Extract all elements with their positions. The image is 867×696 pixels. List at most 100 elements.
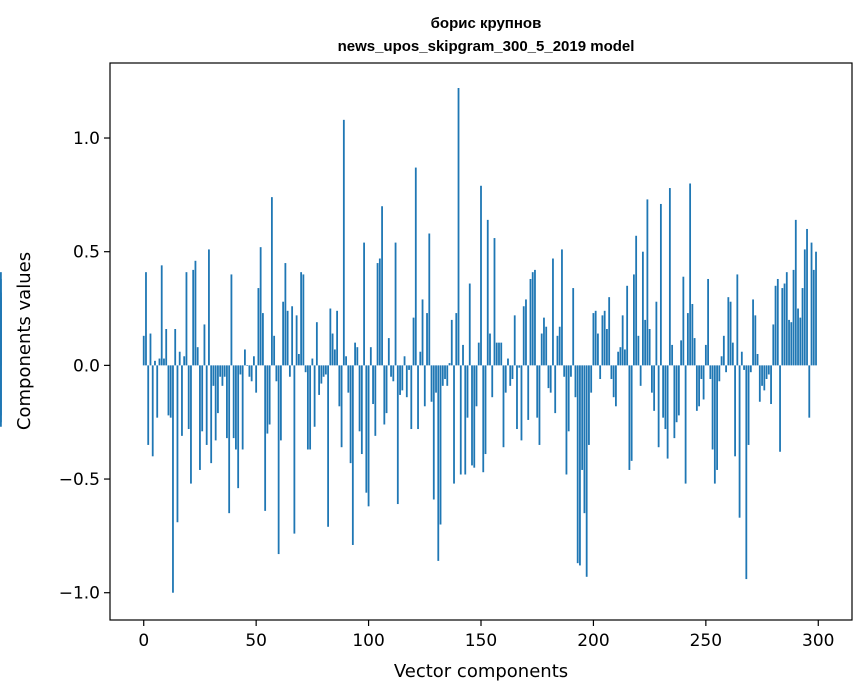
bar [237,365,240,489]
bar [318,365,321,395]
bar [291,306,294,366]
bar [253,356,255,366]
bar [181,365,183,436]
bar [520,365,523,441]
bar [612,365,615,398]
y-tick-label: 1.0 [73,129,100,149]
bar [221,365,224,386]
bar [376,263,379,366]
bar [268,365,271,425]
bar [387,338,390,366]
bar [239,365,242,375]
bar [543,317,545,366]
bar [306,365,309,450]
bar [230,274,233,366]
bar [482,365,485,473]
bar [219,365,222,377]
bar [329,308,332,366]
bar [547,365,550,389]
bar [709,365,712,380]
bar [628,365,631,470]
bar [727,297,730,366]
bar [554,365,557,414]
bar [511,365,514,380]
bar [657,365,660,448]
bar [309,365,312,450]
bar [232,365,235,439]
bar [160,265,163,366]
bar [745,365,748,580]
bar [525,299,527,366]
bar [758,365,761,402]
bar [262,313,264,366]
bar [561,249,563,366]
bar [426,313,428,366]
bar [354,342,356,366]
bar [799,317,802,366]
bar [504,365,507,393]
bar [277,365,280,555]
bar [374,365,377,436]
bar [801,288,804,366]
bar [653,365,656,411]
bar [390,365,392,377]
bar [513,315,516,366]
bar [767,365,770,375]
bar [630,365,633,461]
bar [264,365,267,511]
bar [156,365,159,418]
bar [691,303,694,366]
bar [428,233,431,366]
bar [635,235,638,366]
bar [794,219,797,366]
bar [761,365,763,386]
bar [792,269,795,366]
bar [340,365,343,448]
bar [689,183,692,366]
bar [684,365,687,484]
bar [158,358,161,366]
bar [358,365,361,432]
bar [412,317,415,366]
bar [502,365,505,448]
bar [0,292,2,366]
bar [563,365,566,377]
bar [464,365,467,475]
bar [381,206,383,366]
bar [675,365,678,423]
bar [633,274,635,366]
bar [172,365,174,593]
bar [641,251,644,366]
bar [145,272,147,366]
bar [190,365,192,484]
bar [244,349,246,366]
bar [297,354,300,366]
bar [437,365,440,561]
x-axis-ticks: 0 50 100 150 200 250 300 [138,620,834,651]
bar [644,319,647,366]
bar [356,347,359,366]
bar [734,365,736,457]
bar [383,365,386,425]
bar [583,365,586,514]
bar [223,365,226,377]
bar [803,249,806,366]
bar [740,351,743,366]
bar [491,365,494,398]
bar [788,319,790,366]
bar [266,365,269,434]
bar [455,313,458,366]
bar [704,344,707,366]
bar [576,365,579,564]
bar [702,365,705,400]
bar [372,365,374,405]
bar [700,365,703,380]
bar [228,365,231,514]
bar [590,365,593,393]
bar [192,269,195,366]
bar [421,299,424,366]
bar [599,365,602,380]
bar [450,319,453,366]
bar [369,347,372,366]
bar [608,297,611,366]
